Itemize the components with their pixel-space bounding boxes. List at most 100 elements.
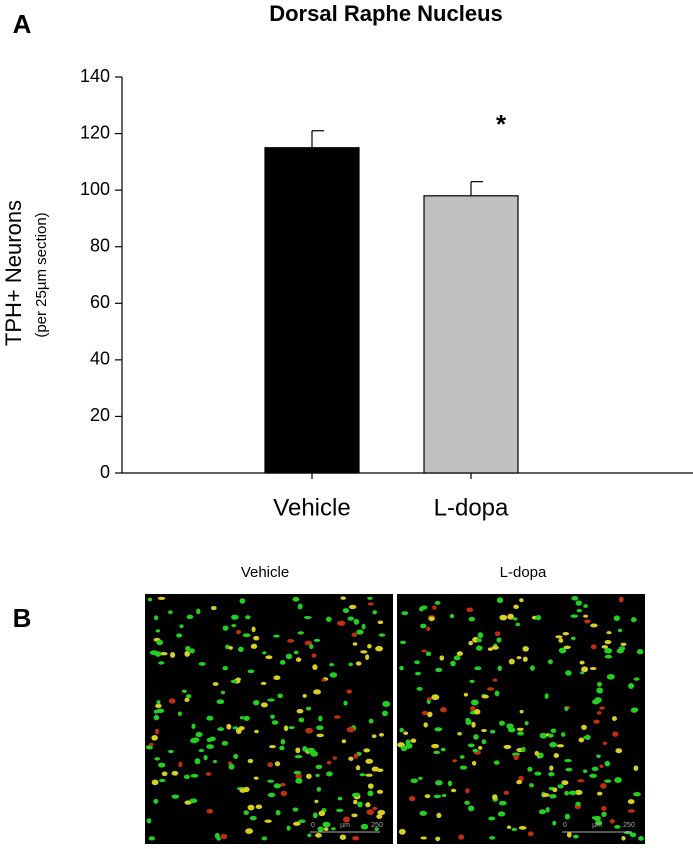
cell xyxy=(339,834,347,840)
cell xyxy=(466,607,474,613)
chart-title: Dorsal Raphe Nucleus xyxy=(269,1,503,26)
cell xyxy=(346,726,355,733)
cell xyxy=(343,816,350,823)
cell xyxy=(433,750,441,755)
cell xyxy=(599,706,605,710)
cell xyxy=(589,666,597,671)
cell xyxy=(313,689,322,695)
cell xyxy=(351,632,358,638)
cell xyxy=(524,720,529,726)
cell xyxy=(367,790,374,797)
cell xyxy=(512,617,518,621)
cell xyxy=(210,605,217,611)
cell xyxy=(312,664,318,670)
cell xyxy=(239,716,245,720)
cell xyxy=(352,836,360,841)
cell xyxy=(371,766,379,772)
cell xyxy=(151,779,159,786)
cell xyxy=(267,762,273,768)
cell xyxy=(452,759,457,763)
cell xyxy=(534,771,542,776)
cell xyxy=(629,832,637,838)
cell xyxy=(161,771,168,777)
cell xyxy=(453,655,461,661)
scale-bar-label: 250 xyxy=(371,822,383,829)
cell xyxy=(280,790,288,797)
cell xyxy=(154,757,161,761)
cell xyxy=(195,732,203,738)
cell xyxy=(597,690,603,694)
cell xyxy=(312,812,318,819)
cell xyxy=(530,665,535,671)
cell xyxy=(419,810,427,816)
cell xyxy=(277,693,284,699)
cell xyxy=(363,748,371,753)
cell xyxy=(604,654,613,659)
cell xyxy=(519,709,524,714)
cell xyxy=(361,623,366,630)
cell xyxy=(233,753,239,759)
cell xyxy=(499,720,505,726)
cell xyxy=(286,825,291,831)
cell xyxy=(595,820,603,826)
cell xyxy=(346,689,352,694)
cell xyxy=(311,653,317,658)
cell xyxy=(449,613,455,619)
cell xyxy=(206,744,214,749)
cell xyxy=(168,698,176,704)
cell xyxy=(458,834,465,840)
cell xyxy=(426,697,433,701)
cell xyxy=(604,760,611,767)
cell xyxy=(492,678,498,682)
cell xyxy=(439,655,445,661)
cell xyxy=(556,744,565,748)
cell xyxy=(518,825,527,830)
y-tick-label: 40 xyxy=(90,349,110,369)
cell xyxy=(575,600,582,606)
cell xyxy=(539,732,548,739)
cell xyxy=(185,694,192,699)
cell xyxy=(214,832,220,839)
cell xyxy=(601,806,607,811)
cell xyxy=(490,729,496,734)
cell xyxy=(296,708,304,714)
cell xyxy=(432,605,437,610)
cell xyxy=(506,723,514,730)
cell xyxy=(534,750,540,756)
cell xyxy=(245,615,251,620)
cell xyxy=(305,706,312,711)
cell xyxy=(359,773,366,777)
cell xyxy=(170,651,176,658)
cell xyxy=(367,596,373,600)
cell xyxy=(473,734,479,740)
cell xyxy=(216,699,225,705)
cell xyxy=(148,742,154,747)
cell xyxy=(575,801,581,807)
cell xyxy=(580,671,585,675)
cell xyxy=(564,706,569,711)
cell xyxy=(601,645,609,649)
cell xyxy=(420,623,427,629)
cell xyxy=(285,653,293,660)
cell xyxy=(615,748,623,754)
cell xyxy=(365,654,370,660)
cell xyxy=(584,619,591,624)
y-tick-label: 140 xyxy=(80,66,110,86)
cell xyxy=(468,805,475,812)
cell xyxy=(176,633,183,638)
cell xyxy=(436,812,442,818)
cell xyxy=(186,614,194,620)
cell xyxy=(431,743,440,749)
cell xyxy=(468,616,476,622)
cell xyxy=(378,732,385,737)
cell xyxy=(151,735,158,741)
cell xyxy=(318,715,323,722)
cell xyxy=(288,726,295,730)
cell xyxy=(365,758,374,764)
cell xyxy=(467,743,475,748)
cell xyxy=(353,799,358,805)
cell xyxy=(171,794,180,799)
cell xyxy=(298,819,306,823)
cell xyxy=(469,679,475,684)
cell xyxy=(508,658,515,665)
